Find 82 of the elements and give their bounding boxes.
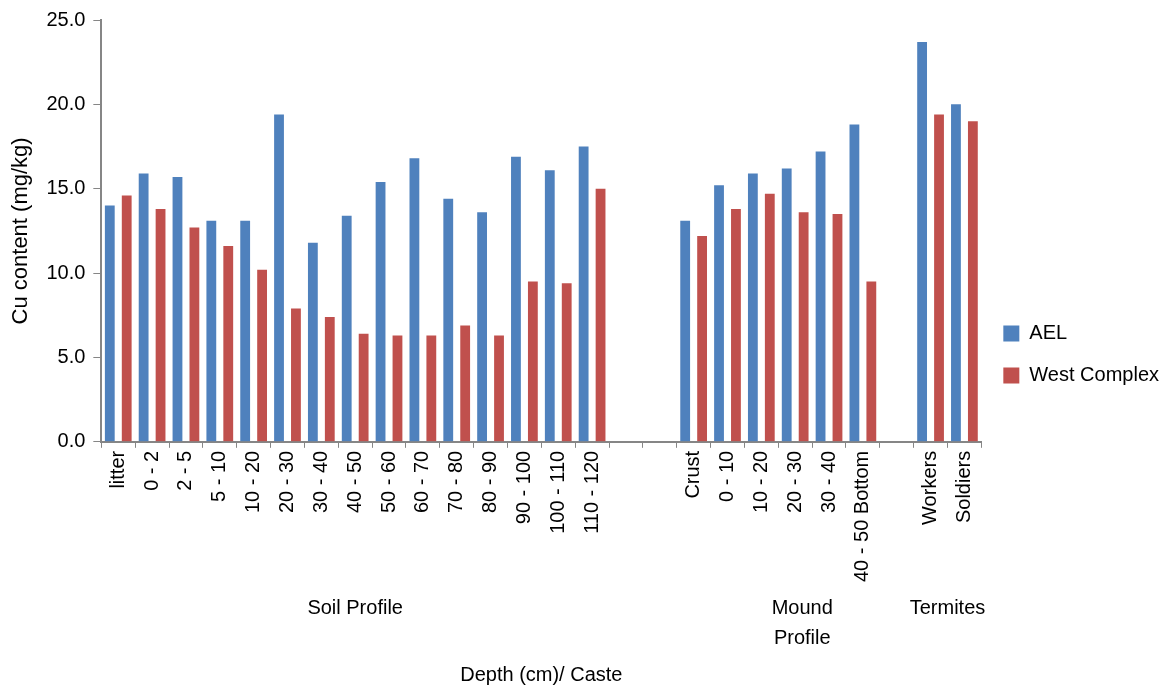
- bar: [274, 114, 284, 442]
- text: Termites: [909, 595, 986, 618]
- x-tick-label: Crust: [681, 450, 704, 499]
- bar: [798, 212, 809, 442]
- bar: [324, 316, 335, 442]
- bar: [206, 220, 217, 442]
- x-tick-label: 40 - 50: [342, 450, 365, 514]
- bar: [104, 205, 115, 442]
- bar: [815, 151, 826, 442]
- bar: [189, 227, 200, 442]
- bar: [731, 208, 741, 442]
- legend-label: West Complex: [1029, 363, 1159, 386]
- bar: [714, 185, 724, 442]
- y-tick-label: 25.0: [46, 7, 86, 30]
- x-tick-label: 0 - 2: [139, 450, 162, 491]
- x-tick-label: 0 - 10: [715, 450, 737, 502]
- x-tick-label: 2 - 5: [173, 450, 196, 491]
- x-tick-label: 30 - 40: [308, 450, 331, 514]
- x-tick-label: 60 - 70: [410, 450, 433, 514]
- bar: [138, 173, 149, 442]
- x-tick-label: 20 - 30: [782, 450, 805, 514]
- x-tick-label: 10 - 20: [241, 450, 264, 514]
- bar: [223, 246, 234, 442]
- x-tick-label: 40 - 50 Bottom: [850, 450, 873, 583]
- bar: [680, 220, 691, 442]
- y-tick-label: 5.0: [57, 344, 86, 367]
- bar: [578, 146, 589, 442]
- bar: [697, 235, 708, 442]
- x-tick-label: 110 - 120: [579, 450, 602, 534]
- x-tick-label: 90 - 100: [511, 450, 534, 525]
- bar: [561, 283, 572, 442]
- x-tick-label: 50 - 60: [376, 450, 399, 514]
- x-tick-label: 5 - 10: [207, 450, 230, 502]
- bar: [917, 41, 928, 442]
- bar: [443, 198, 454, 442]
- text: Soil Profile: [307, 595, 403, 618]
- bar: [764, 193, 775, 442]
- bar: [544, 170, 555, 442]
- bar: [967, 121, 978, 442]
- bar: [747, 173, 758, 442]
- bar: [460, 325, 471, 442]
- x-tick-label: 80 - 90: [478, 450, 501, 514]
- y-tick-label: 0.0: [57, 429, 86, 452]
- legend-label: AEL: [1029, 321, 1068, 344]
- bar: [527, 281, 538, 442]
- bar: [291, 308, 301, 442]
- bar: [257, 269, 267, 442]
- y-axis-title: Cu content (mg/kg): [7, 137, 33, 325]
- x-tick-label: Soldiers: [951, 450, 974, 524]
- bar: [866, 281, 877, 442]
- bar: [426, 335, 437, 442]
- bar: [358, 333, 369, 442]
- x-axis-title: Depth (cm)/ Caste: [460, 662, 623, 685]
- bar: [477, 212, 488, 442]
- y-tick-label: 20.0: [46, 91, 86, 114]
- bar: [375, 181, 386, 442]
- bar: [951, 104, 961, 442]
- bar: [341, 215, 352, 442]
- bar: [781, 168, 792, 442]
- y-tick-label: 15.0: [46, 176, 86, 199]
- bar: [409, 158, 420, 442]
- x-tick-label: 100 - 110: [545, 450, 568, 534]
- x-tick-label: 70 - 80: [444, 450, 467, 514]
- x-tick-label: Workers: [918, 450, 941, 525]
- bar: [155, 208, 166, 442]
- bar: [172, 176, 183, 442]
- x-tick-label: 30 - 40: [816, 450, 839, 514]
- bar: [832, 214, 843, 442]
- bar: [849, 124, 860, 442]
- text: Mound Profile: [771, 595, 833, 648]
- y-tick-label: 10.0: [46, 260, 86, 283]
- bar: [934, 114, 944, 442]
- bar: [240, 220, 251, 442]
- bar: [494, 335, 504, 442]
- bar: [121, 195, 132, 442]
- bar: [392, 335, 403, 442]
- x-tick-label: litter: [105, 450, 128, 489]
- x-tick-label: 20 - 30: [275, 450, 297, 514]
- bar: [307, 242, 318, 442]
- x-tick-label: 10 - 20: [748, 450, 771, 514]
- bar: [595, 188, 606, 442]
- bar: [511, 156, 521, 442]
